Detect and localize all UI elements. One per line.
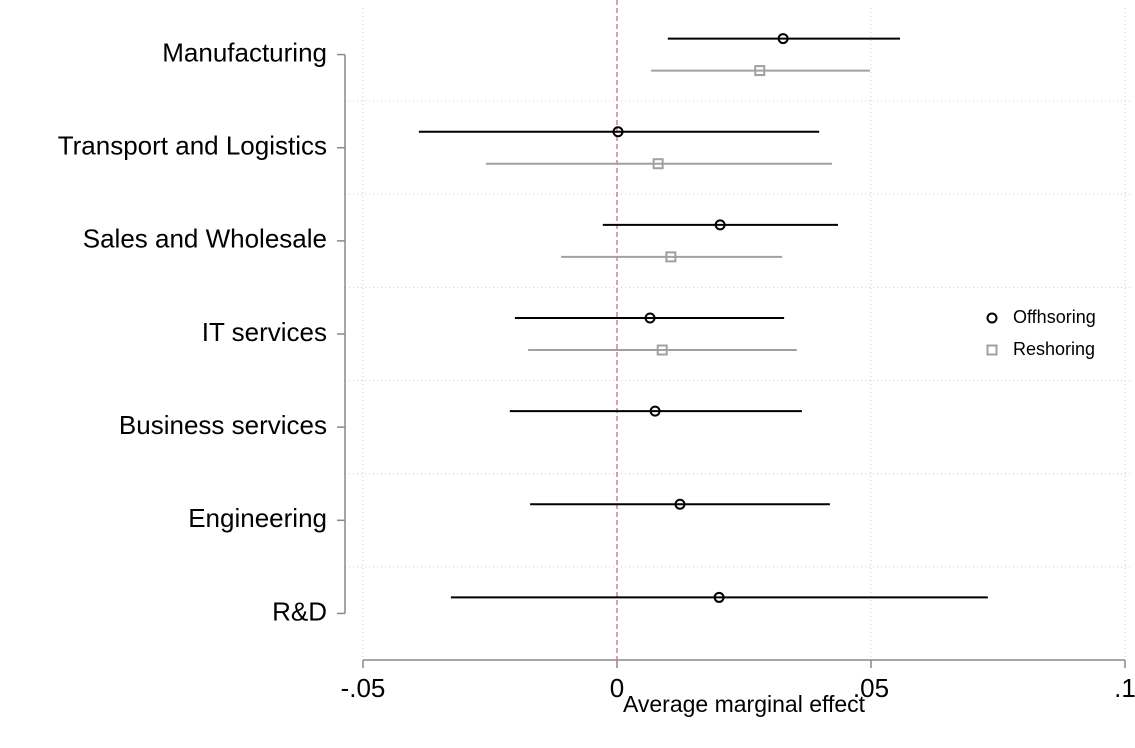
point [674, 498, 686, 510]
point [612, 126, 624, 138]
legend-label: Offhsoring [1013, 307, 1096, 327]
point [754, 65, 766, 77]
x-tick-label: 0 [610, 673, 624, 703]
point [649, 405, 661, 417]
legend-label: Reshoring [1013, 339, 1095, 359]
x-tick-label: .05 [853, 673, 889, 703]
x-tick-label: -.05 [341, 673, 386, 703]
y-tick-label: Business services [119, 410, 327, 440]
y-tick-label: Transport and Logistics [58, 131, 327, 161]
point [656, 344, 668, 356]
y-tick-label: R&D [272, 596, 327, 626]
legend-symbol [986, 312, 998, 324]
point [644, 312, 656, 324]
x-tick-label: .1 [1114, 673, 1135, 703]
point [714, 219, 726, 231]
x-axis-label: Average marginal effect [623, 691, 866, 717]
y-tick-label: Sales and Wholesale [83, 224, 327, 254]
legend-symbol [986, 344, 998, 356]
point [777, 33, 789, 45]
y-tick-label: Engineering [188, 503, 327, 533]
point [713, 591, 725, 603]
point [665, 251, 677, 263]
y-tick-label: Manufacturing [162, 37, 327, 67]
y-tick-label: IT services [202, 317, 327, 347]
point [652, 158, 664, 170]
